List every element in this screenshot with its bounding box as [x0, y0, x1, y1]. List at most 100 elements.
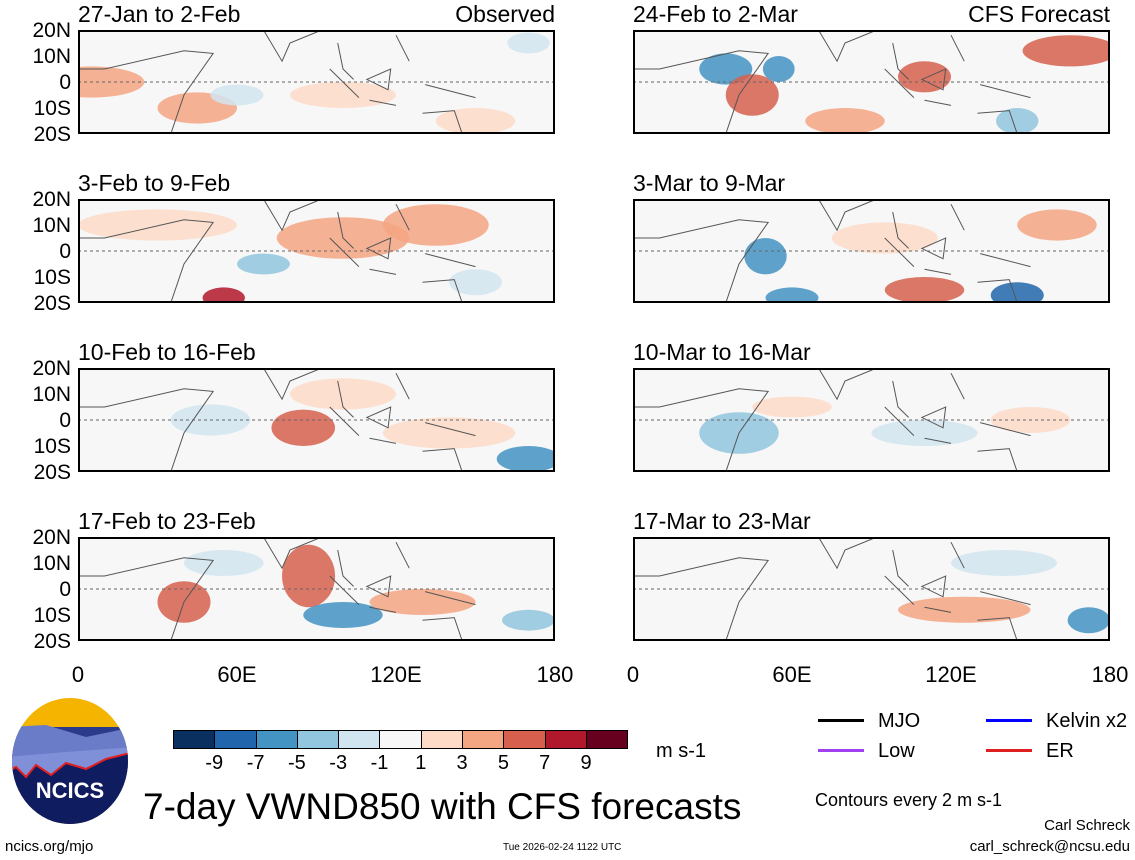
colorbar-label: 5 [497, 752, 509, 774]
x-tick-label: 120E [925, 662, 977, 687]
contour-note: Contours every 2 m s-1 [815, 790, 1003, 810]
footer-author: Carl Schreck [1044, 817, 1130, 834]
panel-title: 10-Feb to 16-Feb [78, 339, 256, 365]
anomaly-shading [184, 550, 264, 576]
colorbar-swatch [380, 731, 422, 748]
x-tick-label: 60E [217, 662, 257, 687]
colorbar-label: -7 [246, 752, 265, 774]
anomaly-shading [502, 609, 555, 631]
y-tick-label: 0 [59, 71, 71, 94]
y-tick-label: 20N [32, 19, 71, 42]
panel-title: 3-Mar to 9-Mar [633, 170, 786, 196]
anomaly-shading [382, 204, 489, 246]
coastline [78, 199, 476, 303]
anomaly-shading [282, 544, 336, 608]
anomaly-shading [507, 32, 550, 54]
anomaly-shading [898, 61, 951, 93]
panel-frame [633, 368, 1110, 472]
legend-label: Low [878, 740, 915, 762]
map-panel [78, 199, 555, 303]
coastline [633, 30, 1031, 134]
anomaly-shading [382, 417, 516, 449]
anomaly-shading [884, 277, 965, 303]
legend-line [818, 749, 864, 752]
anomaly-shading [1022, 35, 1110, 67]
legend-label: Kelvin x2 [1046, 710, 1128, 732]
y-tick-label: 10N [32, 45, 71, 68]
panel-frame [78, 537, 555, 641]
map-panel [78, 368, 555, 472]
panel-frame [633, 30, 1110, 134]
colorbar-label: 7 [539, 752, 551, 774]
y-tick-label: 20N [32, 357, 71, 380]
map-panel [78, 30, 555, 134]
footer-email: carl_schreck@ncsu.edu [969, 838, 1130, 855]
y-tick-label: 10N [32, 214, 71, 237]
y-tick-label: 10N [32, 552, 71, 575]
colorbar-label: -3 [329, 752, 348, 774]
x-tick-label: 60E [772, 662, 812, 687]
anomaly-shading [290, 82, 396, 108]
colorbar-swatch [504, 731, 546, 748]
anomaly-shading [78, 66, 145, 98]
colorbar-swatch [586, 731, 628, 748]
y-tick-label: 0 [59, 578, 71, 601]
coastline [633, 199, 1031, 303]
coastline [633, 368, 1031, 472]
anomaly-shading [237, 253, 290, 275]
map-panel [633, 537, 1110, 641]
x-tick-label: 180 [536, 662, 574, 687]
coastline [78, 30, 476, 134]
x-tick-label: 120E [370, 662, 422, 687]
colorbar-label: -5 [287, 752, 306, 774]
y-tick-label: 20N [32, 526, 71, 549]
colorbar [173, 730, 629, 749]
logo-text: NCICS [35, 778, 105, 803]
panel-title: 17-Mar to 23-Mar [633, 508, 811, 534]
map-panel [633, 30, 1110, 134]
anomaly-shading [805, 108, 885, 134]
panel-title: 24-Feb to 2-Mar [633, 1, 798, 27]
panel-title: 27-Jan to 2-Feb [78, 1, 241, 27]
y-tick-label: 10S [33, 604, 71, 627]
panel-frame [78, 199, 555, 303]
y-tick-label: 10S [33, 97, 71, 120]
colorbar-swatch [256, 731, 298, 748]
map-panel [633, 368, 1110, 472]
anomaly-shading [752, 396, 832, 418]
anomaly-shading [762, 56, 795, 82]
x-tick-label: 0 [71, 662, 85, 687]
legend-line [986, 719, 1032, 722]
x-tick-label: 180 [1091, 662, 1129, 687]
footer-url[interactable]: ncics.org/mjo [5, 838, 94, 855]
y-tick-label: 20S [33, 292, 71, 315]
anomaly-shading [765, 287, 819, 303]
anomaly-shading [210, 84, 264, 106]
y-tick-label: 10S [33, 266, 71, 289]
anomaly-shading [303, 602, 383, 628]
y-tick-label: 10S [33, 435, 71, 458]
anomaly-shading [435, 108, 516, 134]
map-panel [78, 537, 555, 641]
colorbar-swatch [339, 731, 381, 748]
anomaly-shading [699, 53, 753, 85]
colorbar-swatch [421, 731, 464, 748]
coastline [78, 537, 476, 641]
anomaly-shading [1017, 209, 1097, 241]
anomaly-shading [898, 596, 1031, 623]
y-tick-label: 10N [32, 383, 71, 406]
anomaly-shading [990, 282, 1044, 303]
panel-title: 17-Feb to 23-Feb [78, 508, 256, 534]
panel-frame [633, 199, 1110, 303]
panel-frame [78, 30, 555, 134]
panel-source-label: CFS Forecast [968, 1, 1110, 27]
main-title: 7-day VWND850 with CFS forecasts [143, 786, 742, 827]
panel-frame [78, 368, 555, 472]
y-tick-label: 0 [59, 409, 71, 432]
colorbar-swatch [174, 731, 216, 748]
map-background [633, 537, 1110, 641]
colorbar-label: -9 [205, 752, 224, 774]
y-tick-label: 20S [33, 123, 71, 146]
colorbar-swatch [297, 731, 340, 748]
